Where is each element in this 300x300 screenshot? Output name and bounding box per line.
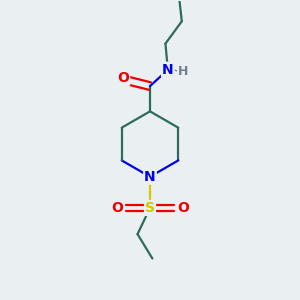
Text: N: N [144,170,156,184]
Text: S: S [145,201,155,215]
Text: H: H [178,65,188,78]
Text: N: N [162,63,174,77]
Text: O: O [117,71,129,85]
Text: O: O [111,201,123,215]
Text: O: O [177,201,189,215]
